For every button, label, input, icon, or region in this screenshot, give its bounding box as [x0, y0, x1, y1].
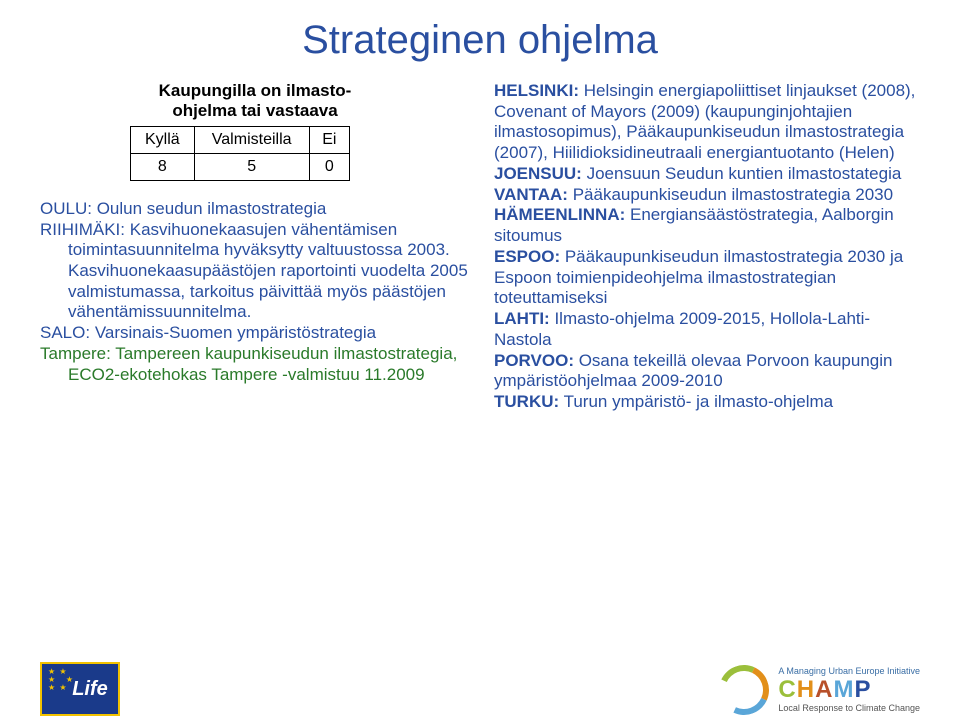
riihimaki-entry: RIIHIMÄKI: Kasvihuonekaasujen vähentämis… [40, 220, 470, 324]
tampere-label: Tampere: [40, 344, 111, 363]
vantaa-entry: VANTAA: Pääkaupunkiseudun ilmastostrateg… [494, 185, 920, 206]
champ-letter: C [778, 676, 796, 703]
right-body-text: HELSINKI: Helsingin energiapoliittiset l… [494, 81, 920, 413]
tampere-entry: Tampere: Tampereen kaupunkiseudun ilmast… [40, 344, 470, 385]
table-cell: 5 [194, 153, 309, 180]
table-cell: 0 [309, 153, 349, 180]
espoo-entry: ESPOO: Pääkaupunkiseudun ilmastostrategi… [494, 247, 920, 309]
champ-topline: A Managing Urban Europe Initiative [778, 667, 920, 676]
table-header-row: Kyllä Valmisteilla Ei [131, 126, 350, 153]
helsinki-label: HELSINKI: [494, 81, 579, 100]
helsinki-entry: HELSINKI: Helsingin energiapoliittiset l… [494, 81, 920, 164]
table-cell: 8 [131, 153, 195, 180]
summary-table: Kyllä Valmisteilla Ei 8 5 0 [130, 126, 350, 181]
hameenlinna-label: HÄMEENLINNA: [494, 205, 625, 224]
champ-text: A Managing Urban Europe Initiative CHAMP… [778, 667, 920, 713]
turku-entry: TURKU: Turun ympäristö- ja ilmasto-ohjel… [494, 392, 920, 413]
table-caption: Kaupungilla on ilmasto- ohjelma tai vast… [40, 81, 470, 122]
oulu-text: Oulun seudun ilmastostrategia [92, 199, 326, 218]
salo-entry: SALO: Varsinais-Suomen ympäristöstrategi… [40, 323, 470, 344]
lahti-label: LAHTI: [494, 309, 550, 328]
oulu-label: OULU: [40, 199, 92, 218]
champ-subline: Local Response to Climate Change [778, 704, 920, 713]
slide-title: Strateginen ohjelma [40, 18, 920, 63]
eu-stars-icon: ★ ★★ ★★ ★ [48, 668, 80, 694]
joensuu-label: JOENSUU: [494, 164, 582, 183]
life-logo: ★ ★★ ★★ ★ Life [40, 662, 120, 716]
lahti-entry: LAHTI: Ilmasto-ohjelma 2009-2015, Hollol… [494, 309, 920, 350]
champ-letter: A [815, 676, 833, 703]
table-header: Valmisteilla [194, 126, 309, 153]
turku-label: TURKU: [494, 392, 559, 411]
vantaa-label: VANTAA: [494, 185, 568, 204]
champ-logo-block: A Managing Urban Europe Initiative CHAMP… [718, 664, 920, 716]
turku-text: Turun ympäristö- ja ilmasto-ohjelma [559, 392, 833, 411]
espoo-label: ESPOO: [494, 247, 560, 266]
content-columns: Kaupungilla on ilmasto- ohjelma tai vast… [40, 81, 920, 413]
slide: Strateginen ohjelma Kaupungilla on ilmas… [0, 0, 960, 728]
champ-main: CHAMP [778, 678, 920, 702]
joensuu-entry: JOENSUU: Joensuun Seudun kuntien ilmasto… [494, 164, 920, 185]
right-column: HELSINKI: Helsingin energiapoliittiset l… [494, 81, 920, 413]
champ-arc-icon [718, 664, 770, 716]
vantaa-text: Pääkaupunkiseudun ilmastostrategia 2030 [568, 185, 893, 204]
champ-letter: H [797, 676, 815, 703]
tampere-text: Tampereen kaupunkiseudun ilmastostrategi… [68, 344, 457, 384]
riihimaki-label: RIIHIMÄKI: [40, 220, 125, 239]
champ-letter: P [854, 676, 871, 703]
porvoo-entry: PORVOO: Osana tekeillä olevaa Porvoon ka… [494, 351, 920, 392]
lahti-text: Ilmasto-ohjelma 2009-2015, Hollola-Lahti… [494, 309, 870, 349]
table-data-row: 8 5 0 [131, 153, 350, 180]
oulu-entry: OULU: Oulun seudun ilmastostrategia [40, 199, 470, 220]
left-column: Kaupungilla on ilmasto- ohjelma tai vast… [40, 81, 470, 413]
caption-line-2: ohjelma tai vastaava [172, 101, 337, 120]
left-body-text: OULU: Oulun seudun ilmastostrategia RIIH… [40, 199, 470, 386]
table-header: Kyllä [131, 126, 195, 153]
champ-letter: M [833, 676, 854, 703]
hameenlinna-entry: HÄMEENLINNA: Energiansäästöstrategia, Aa… [494, 205, 920, 246]
table-header: Ei [309, 126, 349, 153]
porvoo-label: PORVOO: [494, 351, 574, 370]
salo-label: SALO: [40, 323, 90, 342]
caption-line-1: Kaupungilla on ilmasto- [159, 81, 352, 100]
joensuu-text: Joensuun Seudun kuntien ilmastostategia [582, 164, 901, 183]
riihimaki-text: Kasvihuonekaasujen vähentämisen toiminta… [68, 220, 468, 322]
salo-text: Varsinais-Suomen ympäristöstrategia [90, 323, 376, 342]
footer: ★ ★★ ★★ ★ Life A Managing Urban Europe I… [40, 656, 920, 716]
